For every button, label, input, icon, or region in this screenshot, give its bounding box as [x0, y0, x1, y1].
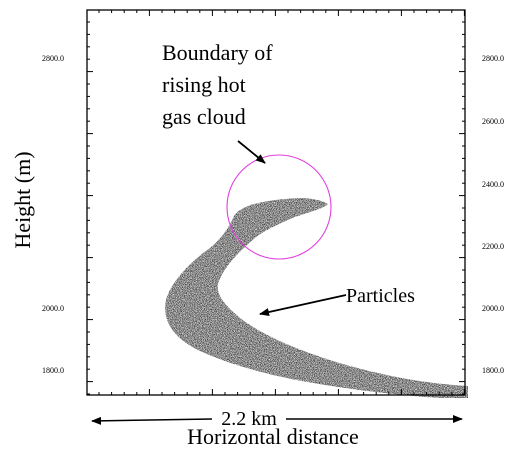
y-tick-right: 2400.0	[482, 180, 504, 189]
y-tick-left: 2800.0	[42, 54, 64, 63]
x-axis-label: Horizontal distance	[187, 424, 359, 449]
gas-cloud-boundary	[226, 154, 332, 260]
particle-plume	[165, 198, 468, 398]
scale-arrow-left	[91, 416, 213, 425]
y-tick-right: 2600.0	[482, 117, 504, 126]
y-axis-label: Height (m)	[10, 151, 35, 248]
y-tick-right: 2800.0	[482, 54, 504, 63]
y-tick-right: 2200.0	[482, 242, 504, 251]
boundary-line: gas cloud	[162, 104, 246, 129]
boundary-line: rising hot	[162, 72, 246, 97]
boundary-arrow	[237, 140, 266, 164]
boundary-annotation: Boundary of rising hot gas cloud	[162, 40, 278, 129]
y-tick-left: 1800.0	[42, 366, 64, 375]
particles-annotation: Particles	[346, 285, 415, 307]
scale-label: 2.2 km	[221, 408, 277, 430]
y-tick-left: 2000.0	[42, 304, 64, 313]
y-tick-right: 1800.0	[482, 366, 504, 375]
boundary-line: Boundary of	[162, 40, 273, 65]
plot-frame	[86, 9, 466, 396]
y-tick-right: 2000.0	[482, 304, 504, 313]
particles-arrow	[259, 294, 347, 316]
